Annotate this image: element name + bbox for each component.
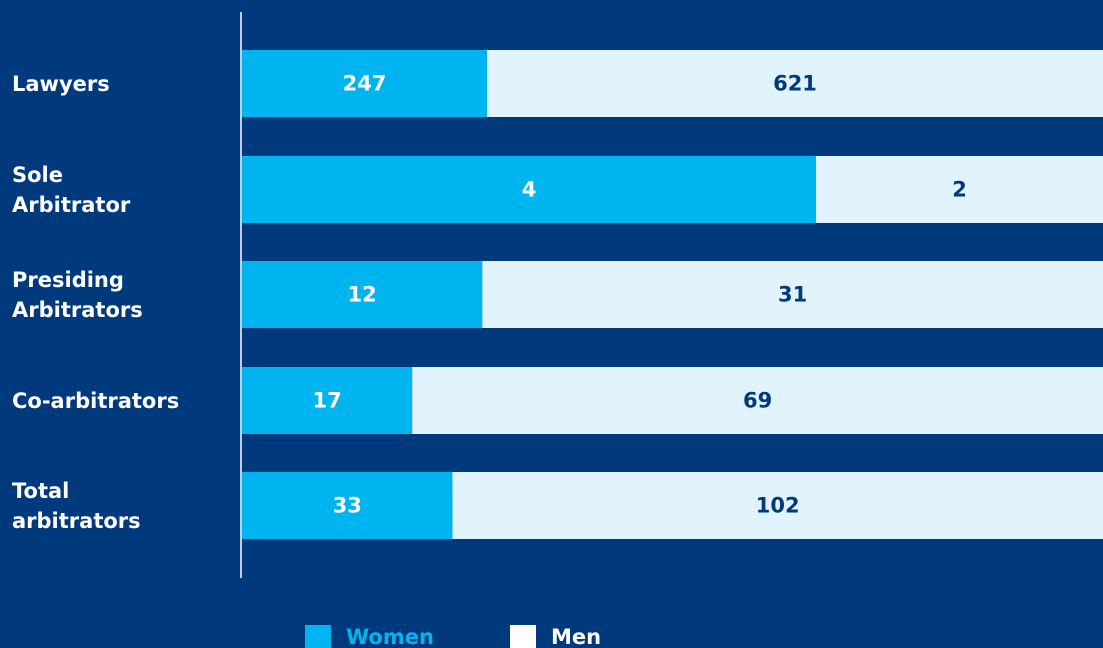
bar-segment (242, 50, 488, 117)
value-label: 31 (778, 283, 807, 307)
category-label: Lawyers (12, 71, 110, 96)
category-label: Sole Arbitrator (12, 162, 131, 217)
bar-segment (242, 261, 483, 328)
bar-segment (242, 156, 816, 223)
bar-segment (412, 367, 1103, 434)
value-label: 621 (773, 72, 817, 96)
legend-swatch (510, 625, 536, 648)
bar-segment (242, 367, 413, 434)
value-label: 12 (348, 283, 377, 307)
bar-segment (242, 472, 453, 539)
legend-swatch (305, 625, 331, 648)
bar-segment (452, 472, 1103, 539)
category-label: Co-arbitrators (12, 388, 180, 413)
category-label: Presiding Arbitrators (12, 267, 143, 322)
value-label: 17 (312, 389, 341, 413)
value-label: 33 (333, 494, 362, 518)
legend-label: Men (551, 625, 601, 648)
bar-segment (482, 261, 1103, 328)
value-label: 69 (743, 389, 772, 413)
value-label: 2 (952, 178, 967, 202)
value-label: 247 (343, 72, 387, 96)
value-label: 102 (756, 494, 800, 518)
bar-segment (487, 50, 1103, 117)
value-label: 4 (522, 178, 537, 202)
category-label: Total arbitrators (12, 478, 141, 533)
legend-label: Women (346, 625, 434, 648)
bar-segment (816, 156, 1103, 223)
